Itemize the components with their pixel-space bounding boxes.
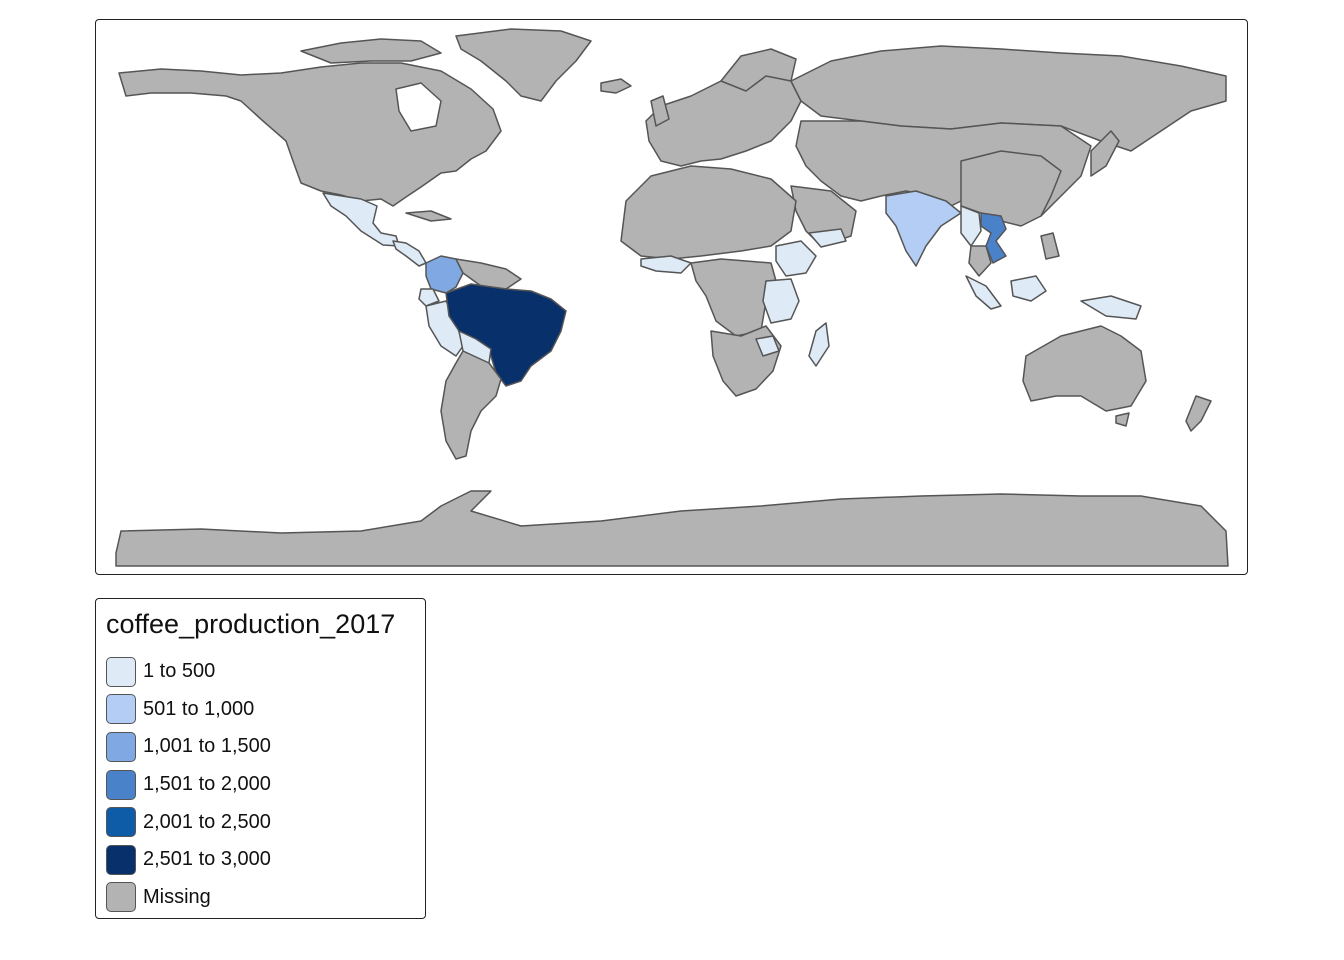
india (885, 190, 962, 267)
yemen (808, 228, 847, 248)
legend-item: 501 to 1,000 (106, 691, 271, 729)
east-africa-coffee (762, 278, 800, 324)
legend-item: 1,501 to 2,000 (106, 766, 271, 804)
map-legend: coffee_production_2017 1 to 500 501 to 1… (95, 598, 426, 919)
legend-label: 2,501 to 3,000 (143, 848, 271, 871)
sulawesi-new-guinea (1080, 295, 1142, 320)
legend-label: 2,001 to 2,500 (143, 810, 271, 833)
west-africa-coffee (640, 255, 692, 274)
legend-item: 1 to 500 (106, 653, 271, 691)
australia (1022, 325, 1147, 412)
southern-cone (440, 350, 502, 460)
legend-item: Missing (106, 879, 271, 917)
thailand-cambodia (968, 245, 992, 277)
legend-label: 1,501 to 2,000 (143, 773, 271, 796)
iceland (600, 78, 632, 94)
legend-items: 1 to 500 501 to 1,000 1,001 to 1,500 1,5… (106, 653, 271, 916)
legend-item: 1,001 to 1,500 (106, 728, 271, 766)
legend-label: 1,001 to 1,500 (143, 735, 271, 758)
central-america (392, 240, 427, 267)
legend-label: 1 to 500 (143, 660, 216, 683)
legend-swatch (106, 844, 136, 875)
canadian-arctic-islands (300, 38, 442, 64)
venezuela-guianas (455, 258, 522, 290)
madagascar (808, 322, 830, 367)
north-america (118, 62, 502, 207)
tasmania (1115, 412, 1130, 427)
legend-swatch (106, 807, 136, 838)
colombia (425, 255, 464, 294)
new-zealand (1185, 395, 1212, 432)
legend-swatch (106, 882, 136, 913)
legend-label: 501 to 1,000 (143, 697, 255, 720)
world-map (115, 28, 1229, 567)
greenland (455, 28, 592, 102)
legend-item: 2,001 to 2,500 (106, 803, 271, 841)
scandinavia (720, 48, 797, 92)
europe (645, 70, 802, 167)
ecuador (418, 288, 440, 307)
legend-swatch (106, 769, 136, 800)
legend-swatch (106, 731, 136, 762)
central-africa (690, 258, 777, 337)
sumatra (965, 275, 1002, 310)
ethiopia (775, 240, 817, 277)
legend-label: Missing (143, 885, 211, 908)
north-africa (620, 165, 797, 260)
map-panel (95, 19, 1248, 575)
legend-swatch (106, 694, 136, 725)
vietnam (980, 212, 1007, 264)
laos-myanmar (960, 205, 982, 247)
borneo (1010, 275, 1047, 302)
great-britain (650, 95, 670, 127)
japan (1090, 130, 1120, 177)
legend-title: coffee_production_2017 (106, 609, 396, 639)
legend-item: 2,501 to 3,000 (106, 841, 271, 879)
cuba (405, 210, 452, 222)
antarctica (115, 490, 1229, 567)
legend-swatch (106, 656, 136, 687)
philippines (1040, 232, 1060, 260)
hudson-bay-water (395, 82, 442, 132)
zimbabwe-zambia-coffee (755, 335, 780, 357)
